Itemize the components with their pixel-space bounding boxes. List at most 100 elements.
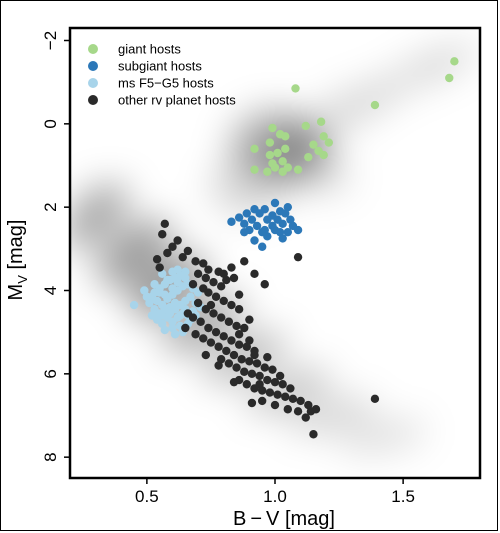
data-point [229,273,239,283]
data-point [283,405,293,414]
data-point [260,225,269,235]
data-point [268,123,277,133]
y-tick-label: 8 [41,452,60,461]
data-point [245,336,254,345]
data-point [245,357,254,366]
data-point [204,288,213,297]
data-point [173,265,182,274]
data-point [175,311,185,320]
data-point [229,377,239,387]
legend-marker [88,44,98,54]
data-point [281,144,290,154]
data-point [168,284,177,293]
data-point [273,148,282,158]
x-tick-label: 1.0 [263,487,287,506]
data-point [183,246,193,256]
data-point [255,371,264,381]
data-point [250,165,259,174]
data-point [227,336,236,345]
data-point [201,350,211,360]
data-point [240,227,249,237]
data-point [240,367,249,376]
y-tick-label: 6 [41,369,60,378]
legend-label: subgiant hosts [118,59,202,74]
data-point [370,100,380,110]
data-point [281,132,290,141]
data-point [158,311,167,320]
data-point [270,198,280,208]
data-point [293,225,303,235]
data-point [237,355,246,364]
legend-marker [88,78,98,88]
data-point [304,152,313,162]
data-point [270,400,280,410]
legend-label: other rv planet hosts [118,93,236,108]
data-point [260,280,269,289]
data-point [158,230,167,239]
data-point [247,369,257,379]
data-point [311,405,321,414]
legend: giant hosts subgiant hosts ms F5−G5 hosts o… [88,42,236,108]
data-point [370,394,380,404]
data-point [265,388,275,397]
data-point [155,288,164,297]
data-point [268,365,277,374]
data-point [234,305,244,314]
x-axis-title: B − V [mag] [233,508,335,530]
data-point [273,390,282,399]
data-point [252,221,262,231]
data-point [188,313,198,322]
data-point [293,407,303,416]
data-point [265,138,275,147]
data-point [160,325,170,335]
legend-label: ms F5−G5 hosts [118,76,214,91]
data-point [201,273,211,283]
axis-ticks: 0.5 1.0 1.5 −2 0 2 4 6 8 [41,31,415,506]
data-point [263,375,272,385]
data-point [181,323,190,333]
data-point [173,277,182,287]
data-point [163,275,172,285]
data-point [301,413,310,422]
data-point [214,361,223,370]
data-point [216,282,226,291]
data-point [191,330,200,339]
data-point [309,430,318,439]
data-point [319,150,328,160]
y-tick-label: 4 [41,286,60,295]
data-point [309,140,318,149]
data-point [193,298,203,308]
data-point [324,138,334,147]
data-point [196,317,205,326]
data-point [296,396,305,406]
data-point [293,165,303,174]
data-point [291,84,300,93]
data-point [286,384,295,393]
data-point [250,236,259,245]
data-point [173,236,182,245]
data-point [219,296,228,306]
data-point [247,215,257,224]
data-point [234,330,244,339]
data-point [206,338,216,347]
data-point [275,227,285,237]
data-point [288,394,298,404]
data-point [163,248,172,258]
data-point [250,144,259,154]
data-point [257,242,267,251]
data-point [186,292,195,301]
data-point [281,392,290,401]
data-point [227,263,236,272]
data-point [227,217,236,226]
data-point [255,209,264,218]
data-point [211,292,221,301]
data-point [252,359,262,368]
data-point [168,242,177,251]
data-point [140,286,149,295]
data-point [214,342,223,351]
data-point [209,309,218,318]
series-0 [250,57,459,176]
legend-marker [88,95,98,105]
data-point [270,377,280,387]
data-point [445,73,454,83]
